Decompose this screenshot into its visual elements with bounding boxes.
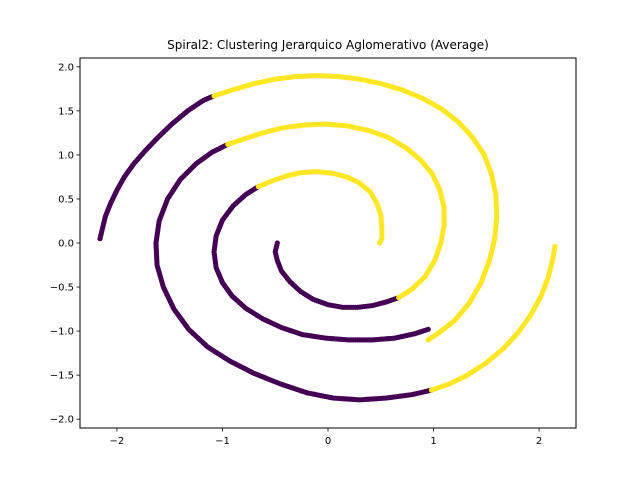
y-tick-label: 0.0 xyxy=(58,239,74,250)
x-tick-label: 0 xyxy=(325,436,331,447)
y-tick-label: −0.5 xyxy=(50,283,74,294)
y-tick-label: 1.0 xyxy=(58,150,74,161)
y-tick-label: −1.5 xyxy=(50,371,74,382)
data-point-cluster-1 xyxy=(425,337,431,343)
data-point-cluster-0 xyxy=(425,326,431,332)
data-point-cluster-1 xyxy=(552,243,558,250)
y-tick-label: 2.0 xyxy=(58,62,74,73)
y-tick-label: −2.0 xyxy=(50,415,74,426)
x-tick-label: 1 xyxy=(430,436,436,447)
x-tick-label: 2 xyxy=(536,436,542,447)
chart-title: Spiral2: Clustering Jerarquico Aglomerat… xyxy=(167,38,489,52)
x-tick-label: −1 xyxy=(215,436,230,447)
data-point-cluster-1 xyxy=(377,240,383,246)
data-point-cluster-1 xyxy=(396,295,402,301)
y-tick-label: 1.5 xyxy=(58,106,74,117)
y-tick-label: −1.0 xyxy=(50,327,74,338)
points-layer xyxy=(97,73,558,403)
x-tick-label: −2 xyxy=(110,436,125,447)
y-tick-label: 0.5 xyxy=(58,194,74,205)
axes-layer: −2 −1 0 1 2 −2.0 −1.5 −1.0 −0.5 0.0 0.5 1.0 1.5 2.0 xyxy=(50,62,543,447)
